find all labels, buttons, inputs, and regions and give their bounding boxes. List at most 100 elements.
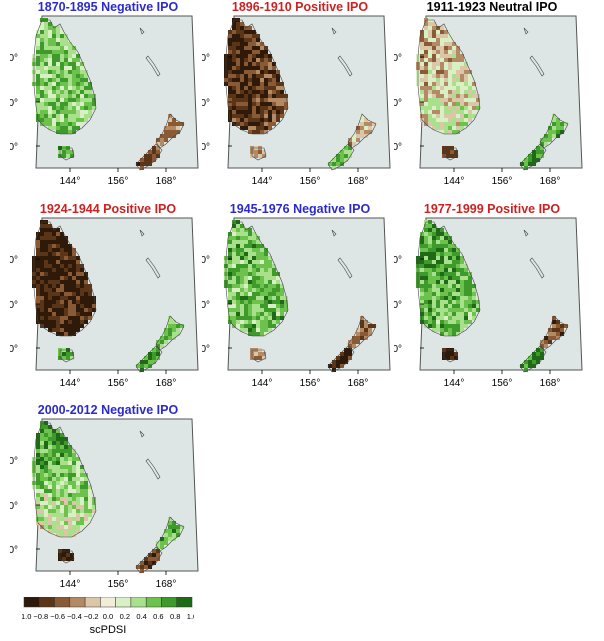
grid-cell (60, 260, 64, 264)
grid-cell (160, 134, 164, 138)
grid-cell (56, 308, 60, 312)
grid-cell (468, 70, 472, 74)
grid-cell (44, 26, 48, 30)
grid-cell (72, 320, 76, 324)
grid-cell (264, 320, 268, 324)
grid-cell (60, 236, 64, 240)
grid-cell (540, 154, 544, 158)
grid-cell (428, 252, 432, 256)
grid-cell (244, 240, 248, 244)
grid-cell (436, 328, 440, 332)
grid-cell (80, 276, 84, 280)
grid-cell (268, 98, 272, 102)
grid-cell (36, 106, 40, 110)
grid-cell (168, 320, 172, 324)
grid-cell (232, 34, 236, 38)
grid-cell (240, 46, 244, 50)
grid-cell (268, 276, 272, 280)
grid-cell (348, 150, 352, 154)
grid-cell (68, 517, 72, 521)
grid-cell (40, 308, 44, 312)
grid-cell (72, 489, 76, 493)
grid-cell (180, 525, 184, 529)
grid-cell (44, 449, 48, 453)
grid-cell (440, 90, 444, 94)
grid-cell (64, 236, 68, 240)
grid-cell (40, 320, 44, 324)
grid-cell (260, 62, 264, 66)
grid-cell (272, 272, 276, 276)
grid-cell (456, 98, 460, 102)
grid-cell (60, 118, 64, 122)
grid-cell (72, 328, 76, 332)
grid-cell (244, 268, 248, 272)
grid-cell (88, 304, 92, 308)
grid-cell (236, 70, 240, 74)
grid-cell (64, 477, 68, 481)
grid-cell (268, 78, 272, 82)
grid-cell (44, 70, 48, 74)
grid-cell (240, 42, 244, 46)
grid-cell (56, 118, 60, 122)
grid-cell (64, 324, 68, 328)
grid-cell (256, 236, 260, 240)
grid-cell (240, 106, 244, 110)
grid-cell (228, 94, 232, 98)
map-panel: 1870-1895 Negative IPO-20°-30°-40°144°15… (10, 0, 206, 196)
grid-cell (256, 94, 260, 98)
grid-cell (236, 34, 240, 38)
grid-cell (464, 74, 468, 78)
grid-cell (228, 292, 232, 296)
grid-cell (260, 304, 264, 308)
grid-cell (88, 513, 92, 517)
island-outline (523, 229, 529, 237)
grid-cell (228, 264, 232, 268)
grid-cell (64, 501, 68, 505)
grid-cell (236, 102, 240, 106)
grid-cell (44, 308, 48, 312)
grid-cell (40, 453, 44, 457)
grid-cell (164, 336, 168, 340)
grid-cell (232, 260, 236, 264)
grid-cell (64, 280, 68, 284)
grid-cell (80, 477, 84, 481)
grid-cell (52, 469, 56, 473)
grid-cell (60, 86, 64, 90)
grid-cell (260, 308, 264, 312)
colorbar-tick-label: 0.8 (170, 612, 180, 621)
grid-cell (228, 316, 232, 320)
grid-cell (236, 244, 240, 248)
grid-cell (528, 360, 532, 364)
grid-cell (428, 62, 432, 66)
grid-cell (272, 102, 276, 106)
grid-cell (436, 244, 440, 248)
grid-cell (228, 244, 232, 248)
grid-cell (36, 300, 40, 304)
grid-cell (40, 445, 44, 449)
grid-cell (420, 98, 424, 102)
grid-cell (84, 86, 88, 90)
grid-cell (464, 292, 468, 296)
grid-cell (76, 457, 80, 461)
grid-cell (248, 288, 252, 292)
grid-cell (40, 284, 44, 288)
grid-cell (260, 50, 264, 54)
grid-cell (272, 122, 276, 126)
grid-cell (56, 445, 60, 449)
grid-cell (72, 66, 76, 70)
grid-cell (476, 304, 480, 308)
grid-cell (440, 228, 444, 232)
grid-cell (88, 501, 92, 505)
island-outline (523, 27, 529, 35)
grid-cell (52, 34, 56, 38)
grid-cell (456, 328, 460, 332)
grid-cell (48, 78, 52, 82)
grid-cell (424, 26, 428, 30)
grid-cell (232, 300, 236, 304)
grid-cell (36, 30, 40, 34)
grid-cell (152, 146, 156, 150)
grid-cell (236, 240, 240, 244)
grid-cell (440, 82, 444, 86)
grid-cell (424, 252, 428, 256)
grid-cell (52, 106, 56, 110)
